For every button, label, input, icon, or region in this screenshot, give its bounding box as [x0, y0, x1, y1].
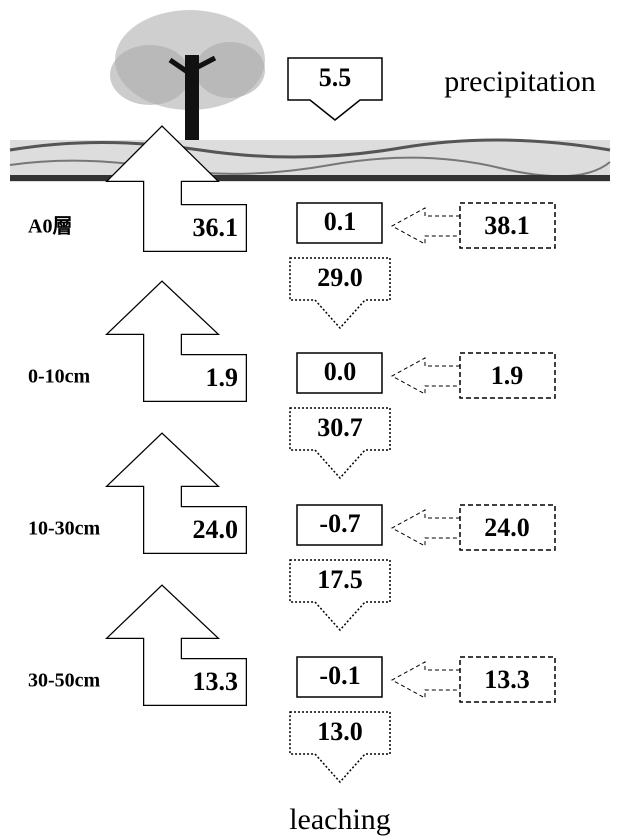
precipitation-arrow	[287, 57, 383, 121]
uptake-arrow-inner	[108, 433, 246, 553]
outflow-arrow	[289, 407, 391, 480]
precipitation-label: precipitation	[444, 65, 596, 98]
storage-value: -0.1	[319, 661, 360, 690]
outflow-value: 29.0	[317, 263, 363, 292]
leaching-label: leaching	[289, 803, 391, 836]
tree	[110, 10, 265, 140]
uptake-value: 36.1	[193, 213, 239, 242]
layer-label: 30-50cm	[28, 670, 101, 692]
outflow-arrow	[289, 559, 391, 632]
ground	[9, 138, 611, 182]
storage-box	[296, 352, 383, 394]
input-box	[459, 202, 556, 249]
storage-box	[296, 202, 383, 244]
input-value: 1.9	[491, 361, 524, 390]
input-box	[459, 504, 556, 551]
storage-value: -0.7	[319, 509, 360, 538]
layer-label: A0層	[28, 215, 72, 238]
outflow-value: 17.5	[317, 565, 363, 594]
input-box	[459, 656, 556, 703]
input-value: 13.3	[484, 665, 530, 694]
uptake-arrow-inner	[108, 126, 246, 251]
storage-value: 0.1	[324, 207, 357, 236]
outflow-value: 30.7	[317, 413, 363, 442]
input-arrow	[390, 357, 460, 395]
layer-label: 0-10cm	[28, 366, 91, 388]
uptake-arrow-inner	[108, 585, 246, 705]
input-arrow	[390, 207, 460, 245]
uptake-value: 1.9	[206, 363, 239, 392]
input-arrow	[390, 661, 460, 699]
outflow-value: 13.0	[317, 717, 363, 746]
outflow-arrow	[289, 711, 391, 784]
input-arrow	[390, 509, 460, 547]
outflow-arrow	[289, 257, 391, 330]
storage-box	[296, 656, 383, 698]
uptake-value: 13.3	[193, 667, 239, 696]
layer-label: 10-30cm	[28, 518, 101, 540]
uptake-value: 24.0	[193, 515, 239, 544]
input-box	[459, 352, 556, 399]
uptake-arrow-inner	[108, 281, 246, 401]
precipitation-value: 5.5	[319, 63, 352, 92]
input-value: 24.0	[484, 513, 530, 542]
input-value: 38.1	[484, 211, 530, 240]
storage-box	[296, 504, 383, 546]
storage-value: 0.0	[324, 357, 357, 386]
